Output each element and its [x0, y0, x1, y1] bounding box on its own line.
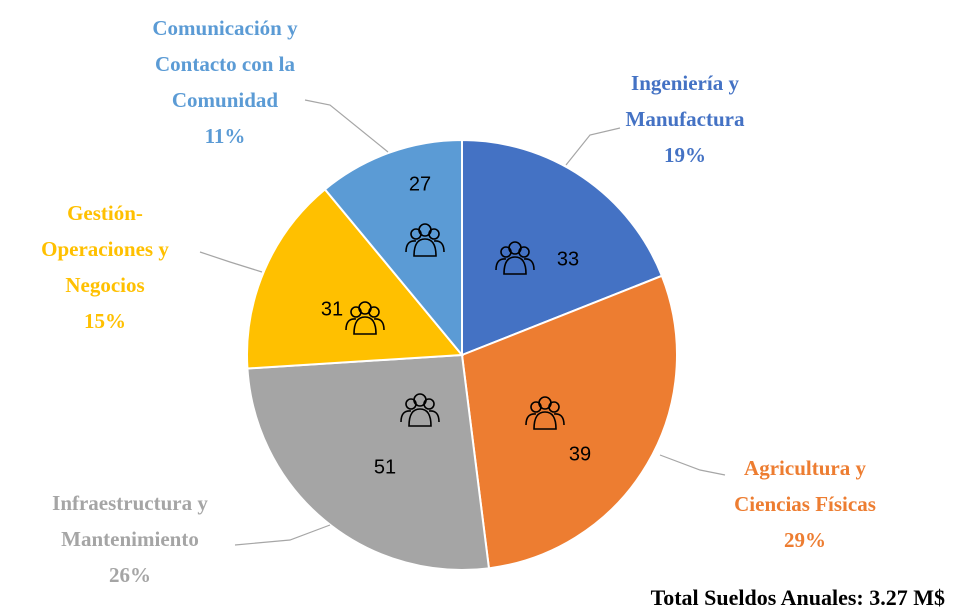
total-annotation: Total Sueldos Anuales: 3.27 M$ [651, 585, 945, 610]
percent-label: 19% [664, 143, 706, 167]
people-icon [525, 396, 565, 430]
percent-label: 26% [109, 563, 151, 587]
icon-body [400, 408, 440, 427]
icon-head [413, 393, 427, 407]
icon-head [358, 301, 372, 315]
people-icon [345, 301, 385, 335]
icon-body [495, 256, 535, 275]
icon-head [508, 241, 522, 255]
pie-slice [323, 138, 463, 358]
icon-head [538, 396, 552, 410]
leader-line [234, 524, 331, 546]
percent-label: 11% [205, 124, 246, 148]
percent-label: 29% [784, 528, 826, 552]
leader-line [304, 99, 389, 153]
leader-line [199, 251, 263, 273]
leader-line [565, 127, 621, 166]
count-label: 33 [557, 248, 579, 270]
pie-slice [460, 274, 678, 570]
icon-body [525, 411, 565, 430]
category-label: Infraestructura y Mantenimiento [52, 491, 208, 551]
icon-body [405, 238, 445, 257]
people-icon [405, 223, 445, 257]
icon-body [345, 316, 385, 335]
icon-head [418, 223, 432, 237]
people-icon [495, 241, 535, 275]
count-label: 51 [374, 456, 396, 478]
category-label: Ingeniería y Manufactura [626, 71, 745, 131]
pie-slice [246, 187, 465, 370]
pie-slice [246, 353, 491, 571]
people-icon [400, 393, 440, 427]
leader-line [659, 454, 726, 476]
category-label: Comunicación y Contacto con la Comunidad [152, 16, 298, 112]
count-label: 27 [409, 173, 431, 195]
category-label: Agricultura y Ciencias Físicas [734, 456, 876, 516]
percent-label: 15% [84, 309, 126, 333]
count-label: 31 [321, 298, 343, 320]
count-label: 39 [569, 443, 591, 465]
pie-slice [461, 138, 664, 357]
category-label: Gestión-Operaciones y Negocios [41, 201, 169, 297]
